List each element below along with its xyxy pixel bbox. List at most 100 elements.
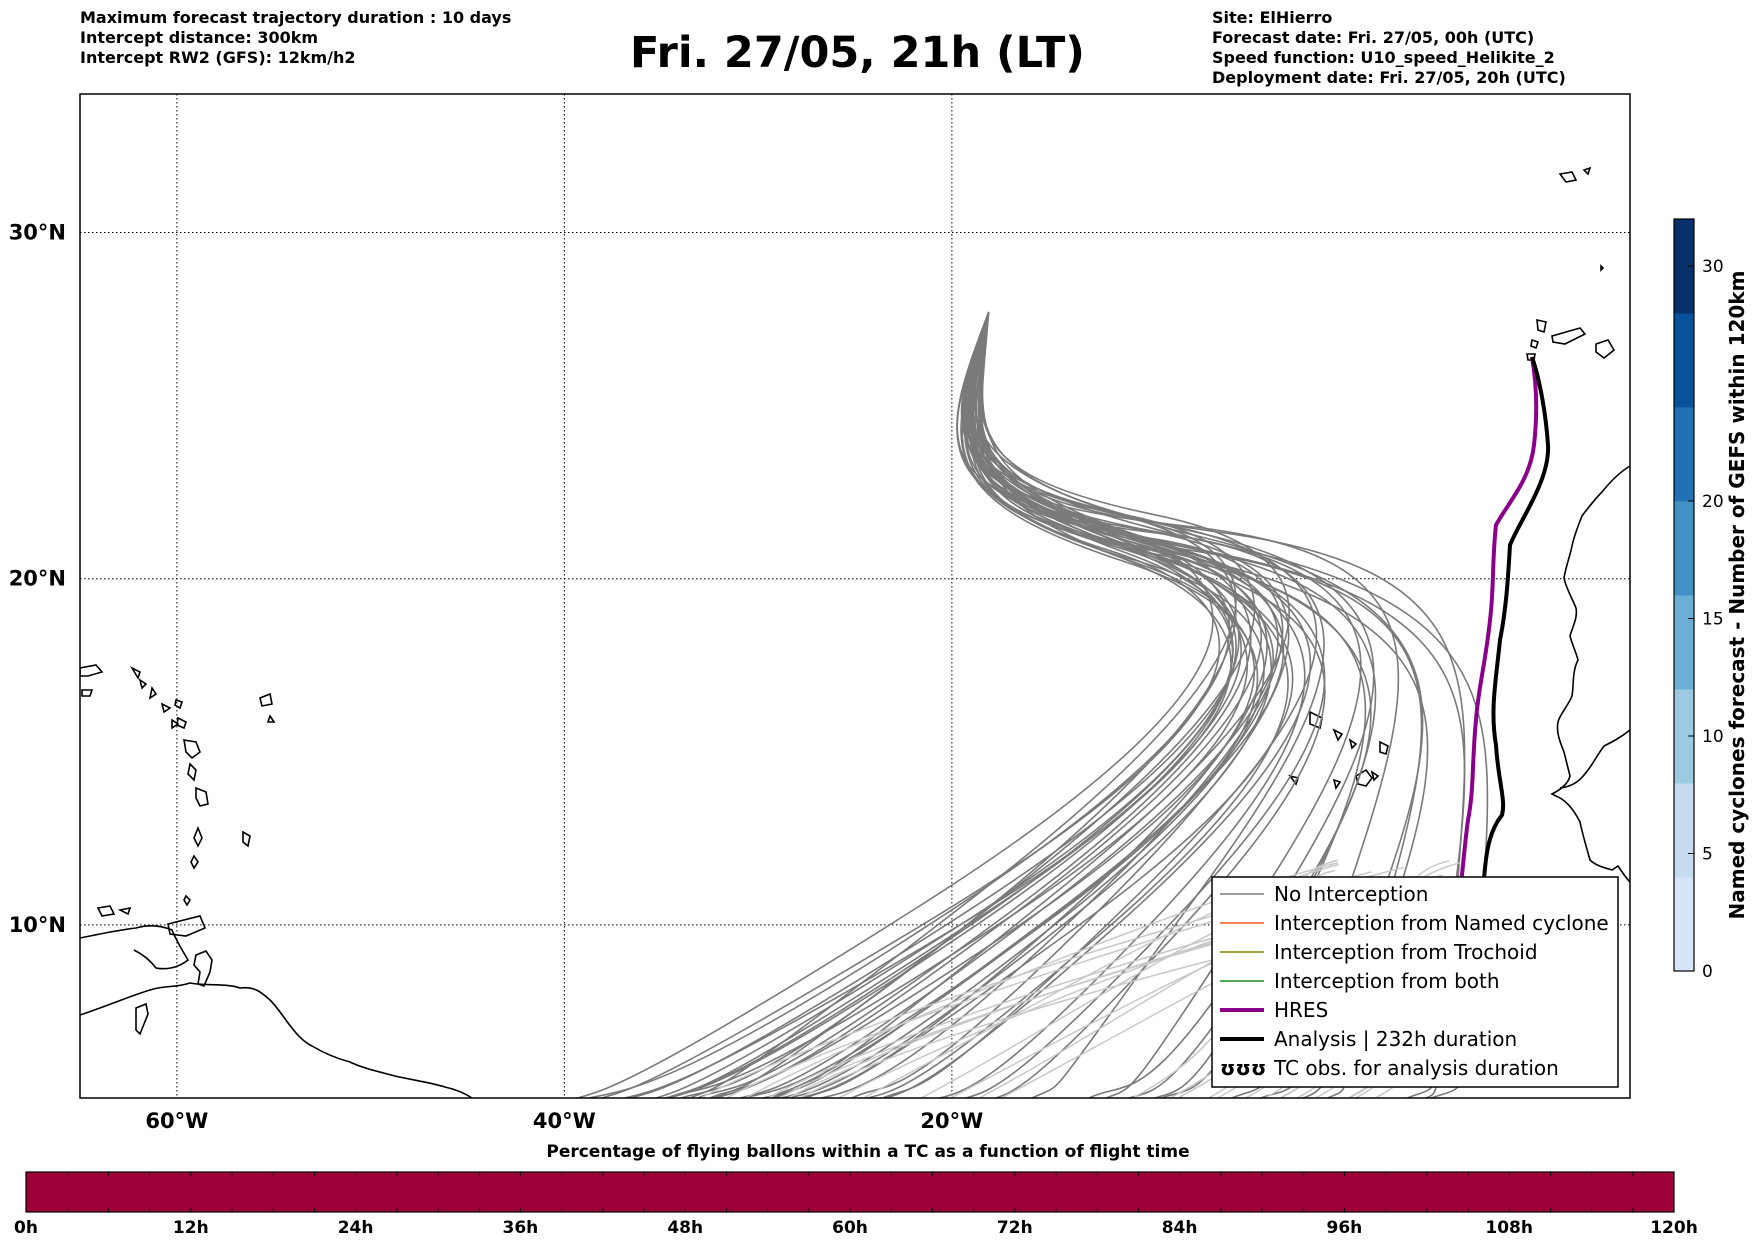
coastline-cape-verde-6 bbox=[1288, 774, 1300, 786]
tc-obs-marker-icon: ʊʊʊ bbox=[1220, 1056, 1266, 1080]
coastline-africa-2 bbox=[1559, 729, 1630, 789]
island-antigua bbox=[176, 716, 187, 730]
analysis-trajectory bbox=[1482, 356, 1551, 881]
island-small-antilles-3 bbox=[160, 702, 180, 730]
legend-item-label: HRES bbox=[1274, 998, 1328, 1022]
island-martinique bbox=[195, 786, 209, 807]
hres-and-analysis bbox=[1458, 356, 1551, 891]
trajectory-no-interception bbox=[688, 312, 1237, 1098]
coastline-trinidad bbox=[193, 950, 213, 987]
island-guadeloupe bbox=[183, 739, 201, 760]
site-text: Site: ElHierro bbox=[1212, 8, 1333, 27]
trajectory-no-interception bbox=[664, 311, 1234, 1098]
colorbar-band bbox=[1674, 877, 1694, 972]
coastline-africa bbox=[1550, 465, 1630, 883]
island-small-antilles-2 bbox=[259, 692, 276, 723]
coastline-cape-verde-5 bbox=[1332, 778, 1342, 790]
colorbar-tick-label: 10 bbox=[1702, 727, 1724, 747]
island-selvagens bbox=[1600, 264, 1605, 272]
colorbar-bottom-tick-label: 96h bbox=[1327, 1218, 1363, 1238]
colorbar-bottom-tick-label: 48h bbox=[667, 1218, 703, 1238]
colorbar-bottom-tick-label: 120h bbox=[1650, 1218, 1698, 1238]
colorbar-band bbox=[1674, 595, 1694, 690]
island-madeira bbox=[1558, 166, 1592, 183]
island-st-lucia bbox=[193, 825, 203, 848]
colorbar-bottom-title: Percentage of flying ballons within a TC… bbox=[546, 1142, 1189, 1162]
island-gran-canaria bbox=[1595, 339, 1616, 360]
legend-item-label: TC obs. for analysis duration bbox=[1273, 1056, 1559, 1080]
trajectory-no-interception bbox=[652, 311, 1234, 1098]
colorbar-bottom-tick-label: 0h bbox=[14, 1218, 38, 1238]
island-margarita bbox=[135, 1002, 149, 1036]
trajectory-no-interception bbox=[678, 311, 1237, 1098]
coastline-cape-verde-3 bbox=[1379, 740, 1389, 756]
trajectory-no-interception bbox=[742, 311, 1259, 1098]
colorbar-bottom-tick-label: 72h bbox=[997, 1218, 1033, 1238]
trajectory-no-interception bbox=[795, 311, 1268, 1098]
colorbar-frame bbox=[1673, 218, 1695, 972]
trajectory-no-interception bbox=[627, 311, 1240, 1098]
legend-item-label: Interception from Named cyclone bbox=[1274, 911, 1609, 935]
legend-item-label: No Interception bbox=[1274, 882, 1428, 906]
colorbar-bottom-tick-label: 36h bbox=[503, 1218, 539, 1238]
colorbar-tick-label: 30 bbox=[1702, 257, 1724, 277]
colorbar-band bbox=[1674, 783, 1694, 878]
lon-tick-label: 20°W bbox=[920, 1109, 983, 1133]
island-abc bbox=[96, 905, 132, 917]
lat-tick-label: 10°N bbox=[9, 913, 66, 937]
colorbar-tick-label: 15 bbox=[1702, 610, 1724, 630]
longitude-labels: 60°W 40°W 20°W bbox=[145, 1109, 983, 1133]
island-tenerife bbox=[1551, 327, 1587, 345]
coastline-cape-verde-2 bbox=[1332, 728, 1358, 750]
trajectory-no-interception bbox=[975, 311, 1326, 1098]
trajectory-no-interception bbox=[665, 311, 1249, 1098]
header-right-info: Site: ElHierro Forecast date: Fri. 27/05… bbox=[1212, 8, 1566, 88]
island-barbuda bbox=[174, 698, 184, 710]
island-barbados bbox=[242, 830, 251, 848]
lat-tick-label: 20°N bbox=[9, 567, 66, 591]
colorbar-band bbox=[1674, 689, 1694, 784]
trajectory-no-interception bbox=[980, 312, 1375, 1098]
max-duration-text: Maximum forecast trajectory duration : 1… bbox=[80, 8, 512, 27]
island-gomera bbox=[1530, 338, 1540, 350]
colorbar-tick-label: 5 bbox=[1702, 845, 1713, 865]
coastline-south-america bbox=[80, 982, 473, 1098]
coastline-paria bbox=[80, 925, 190, 970]
island-virgin bbox=[80, 664, 104, 697]
colorbar-bottom-tick-label: 24h bbox=[338, 1218, 374, 1238]
colorbar-right-label: Named cyclones forecast - Number of GEFS… bbox=[1725, 271, 1749, 920]
island-la-palma bbox=[1536, 318, 1547, 334]
trajectory-no-interception bbox=[880, 311, 1318, 1098]
island-dominica bbox=[187, 762, 197, 782]
legend-item-label: Analysis | 232h duration bbox=[1274, 1027, 1517, 1051]
island-grenade bbox=[183, 894, 192, 907]
trajectory-no-interception bbox=[760, 311, 1274, 1098]
legend-item-label: Interception from Trochoid bbox=[1274, 940, 1538, 964]
lon-tick-label: 60°W bbox=[145, 1109, 208, 1133]
colorbar-bottom: Percentage of flying ballons within a TC… bbox=[14, 1142, 1698, 1238]
trajectory-no-interception bbox=[621, 311, 1232, 1098]
forecast-date-text: Forecast date: Fri. 27/05, 00h (UTC) bbox=[1212, 28, 1535, 47]
trajectory-no-interception bbox=[777, 311, 1265, 1098]
colorbar-bottom-tick-label: 108h bbox=[1485, 1218, 1533, 1238]
coastline-tobago bbox=[167, 915, 207, 937]
colorbar-tick-label: 20 bbox=[1702, 492, 1724, 512]
colorbar-band bbox=[1674, 501, 1694, 596]
map-frame bbox=[79, 93, 1631, 1099]
lat-tick-label: 30°N bbox=[9, 220, 66, 244]
legend-box bbox=[1211, 876, 1619, 1088]
island-st-vincent bbox=[190, 854, 199, 870]
colorbar-bottom-tick-label: 84h bbox=[1162, 1218, 1198, 1238]
intercept-rw2-text: Intercept RW2 (GFS): 12km/h2 bbox=[80, 48, 356, 67]
trajectory-no-interception bbox=[574, 311, 1214, 1098]
legend: No Interception Interception from Named c… bbox=[1211, 876, 1619, 1088]
colorbar-band bbox=[1674, 313, 1694, 408]
header-left-info: Maximum forecast trajectory duration : 1… bbox=[80, 8, 511, 68]
legend-item-label: Interception from both bbox=[1274, 969, 1500, 993]
colorbar-band bbox=[1674, 219, 1694, 314]
colorbar-tick-label: 0 bbox=[1702, 962, 1713, 982]
speed-function-text: Speed function: U10_speed_Helikite_2 bbox=[1212, 48, 1555, 67]
latitude-labels: 30°N 20°N 10°N bbox=[9, 220, 66, 936]
intercept-distance-text: Intercept distance: 300km bbox=[80, 28, 319, 47]
